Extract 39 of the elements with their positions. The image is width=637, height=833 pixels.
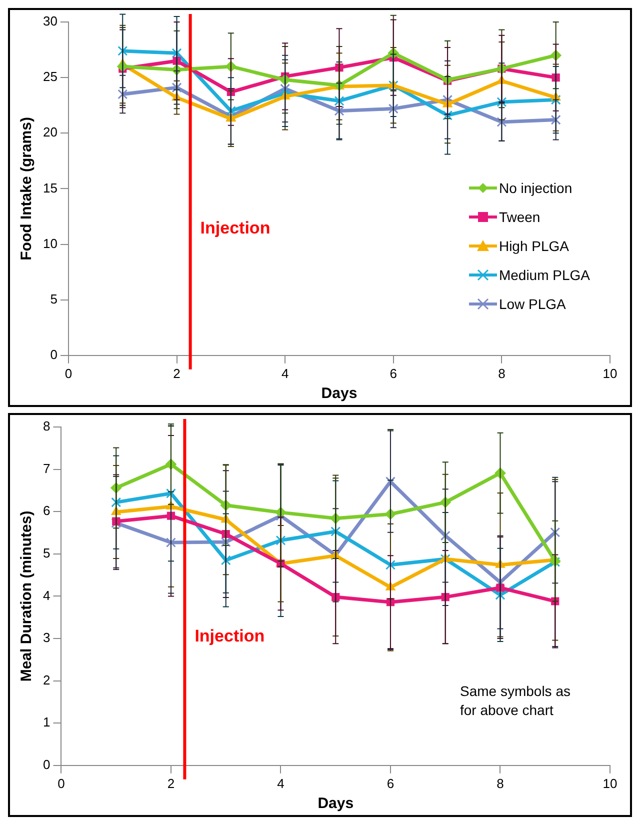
y-tick-label: 30 [42, 14, 58, 29]
y-tick-label: 15 [42, 180, 58, 196]
x-tick-label: 4 [277, 776, 284, 791]
y-tick-label: 4 [42, 588, 50, 603]
y-tick-label: 10 [42, 236, 58, 251]
x-tick-label: 10 [602, 366, 618, 381]
x-tick-label: 6 [390, 366, 397, 381]
annotation: Same symbols as for above chart [460, 682, 572, 720]
x-axis-title: Days [321, 385, 358, 402]
y-tick-label: 5 [42, 545, 50, 560]
ref-line-label: Injection [194, 626, 265, 646]
y-tick-label: 20 [42, 124, 58, 140]
legend-label: Low PLGA [498, 296, 566, 312]
x-tick-label: 2 [167, 776, 175, 791]
x-tick-label: 4 [281, 366, 289, 381]
x-tick-label: 8 [498, 366, 506, 381]
y-tick-label: 7 [42, 460, 50, 476]
y-tick-label: 3 [42, 630, 50, 646]
y-tick-label: 6 [42, 503, 50, 518]
y-tick-label: 0 [42, 756, 50, 772]
y-axis-title: Meal Duration (minutes) [18, 510, 36, 682]
y-axis-title: Food Intake (grams) [18, 117, 36, 260]
x-tick-label: 10 [602, 776, 618, 791]
legend-label: Tween [498, 209, 540, 225]
y-tick-label: 1 [42, 714, 50, 730]
ref-line-label: Injection [200, 218, 270, 238]
y-tick-label: 5 [50, 291, 58, 306]
x-tick-label: 2 [173, 366, 180, 381]
y-tick-label: 25 [42, 69, 58, 84]
y-tick-label: 8 [42, 418, 50, 434]
x-tick-label: 8 [496, 776, 504, 791]
y-tick-label: 0 [50, 346, 58, 362]
legend-label: Medium PLGA [498, 267, 590, 283]
x-tick-label: 6 [386, 776, 394, 791]
x-tick-label: 0 [64, 366, 72, 381]
y-tick-label: 2 [42, 672, 50, 688]
legend-label: No injection [498, 180, 572, 196]
x-axis-title: Days [318, 795, 354, 812]
legend-label: High PLGA [498, 238, 569, 254]
